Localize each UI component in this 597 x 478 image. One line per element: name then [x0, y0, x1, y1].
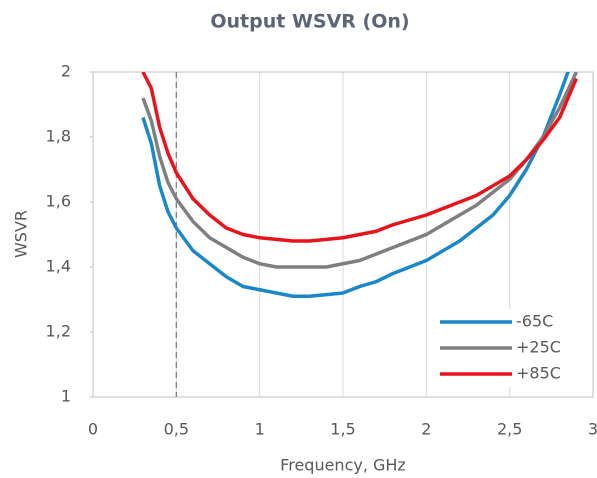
- x-tick-label: 1: [255, 420, 265, 439]
- y-tick-label: 1,6: [46, 192, 71, 211]
- x-tick-label: 2,5: [497, 420, 522, 439]
- x-tick-label: 0,5: [164, 420, 189, 439]
- plot-lines: [141, 72, 578, 298]
- y-tick-label: 1: [61, 387, 71, 406]
- legend-label: +25C: [516, 338, 561, 357]
- series-line: [141, 72, 578, 243]
- x-tick-label: 3: [588, 420, 597, 439]
- series-line: [141, 72, 570, 298]
- x-axis-label: Frequency, GHz: [280, 456, 406, 475]
- y-tick-label: 1,8: [46, 127, 71, 146]
- chart-title: Output WSVR (On): [210, 11, 409, 33]
- x-tick-label: 0: [88, 420, 98, 439]
- y-tick-label: 1,4: [46, 257, 71, 276]
- y-tick-label: 1,2: [46, 322, 71, 341]
- x-tick-label: 2: [421, 420, 431, 439]
- series-line: [141, 72, 578, 269]
- y-axis-label: WSVR: [12, 210, 31, 258]
- legend-label: +85C: [516, 364, 561, 383]
- x-tick-label: 1,5: [330, 420, 355, 439]
- legend-label: -65C: [516, 312, 553, 331]
- plot-border: [92, 71, 594, 398]
- y-tick-label: 2: [61, 62, 71, 81]
